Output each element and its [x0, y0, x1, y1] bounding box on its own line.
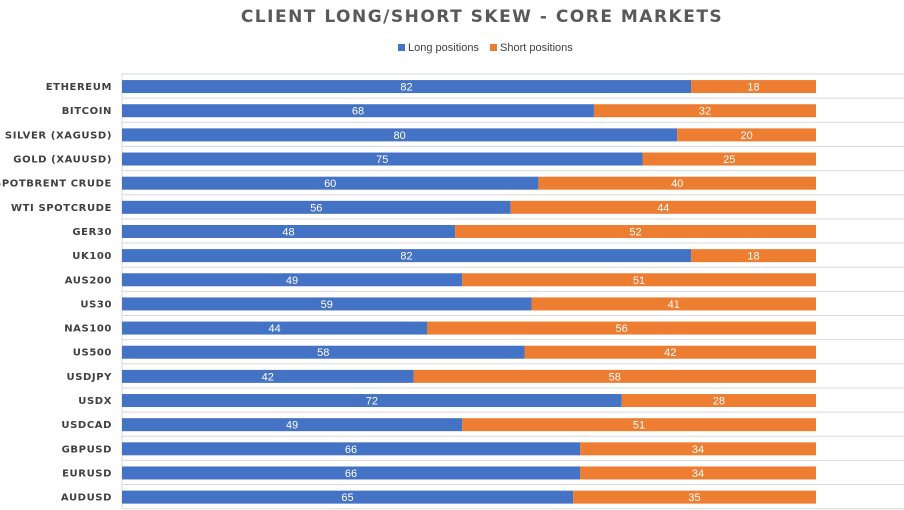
bar-long — [122, 152, 643, 166]
category-label: EURUSD — [62, 468, 112, 479]
data-label: 20 — [740, 130, 752, 142]
data-label: 51 — [633, 420, 645, 432]
bar-long — [122, 466, 581, 480]
bar-short — [691, 80, 816, 94]
data-label: 56 — [310, 202, 322, 214]
data-label: 52 — [629, 226, 641, 238]
category-label: SILVER (XAGUSD) — [5, 130, 112, 141]
data-label: 58 — [317, 347, 329, 359]
bar-short — [642, 152, 816, 166]
data-label: 82 — [400, 251, 412, 263]
legend: Long positions Short positions — [398, 42, 573, 54]
bar-short — [573, 490, 816, 504]
bar-short — [580, 466, 816, 480]
category-label: AUDUSD — [61, 493, 112, 504]
data-label: 42 — [262, 371, 274, 383]
bar-short — [538, 176, 816, 190]
data-label: 82 — [400, 82, 412, 94]
data-label: 80 — [393, 130, 405, 142]
data-label: 75 — [376, 154, 388, 166]
bar-long — [122, 345, 525, 359]
plot-area: ETHEREUM 82 18 BITCOIN 68 32 SILVER (XAGUSD) 80… — [0, 73, 904, 510]
bar-long — [122, 128, 678, 142]
category-label: AUS200 — [65, 275, 112, 286]
data-label: 32 — [699, 106, 711, 118]
bar-long — [122, 369, 414, 383]
category-label: UK100 — [72, 251, 112, 262]
bar-long — [122, 394, 622, 408]
bar-short — [413, 369, 816, 383]
bar-short — [462, 273, 816, 287]
bar-short — [524, 345, 816, 359]
data-label: 66 — [345, 444, 357, 456]
data-label: 68 — [352, 106, 364, 118]
data-label: 66 — [345, 468, 357, 480]
category-label: GER30 — [72, 227, 112, 238]
legend-swatch-long — [398, 44, 405, 51]
bar-short — [691, 249, 816, 263]
bar-short — [455, 224, 816, 238]
bar-short — [677, 128, 816, 142]
bar-long — [122, 104, 594, 118]
bar-short — [621, 394, 816, 408]
bar-short — [580, 442, 816, 456]
data-label: 44 — [657, 202, 669, 214]
data-label: 18 — [747, 82, 759, 94]
category-label: GBPUSD — [62, 444, 112, 455]
data-label: 49 — [286, 275, 298, 287]
bar-long — [122, 418, 463, 432]
category-label: ETHEREUM — [46, 82, 112, 93]
legend-label-short: Short positions — [500, 42, 573, 54]
data-label: 60 — [324, 178, 336, 190]
data-label: 48 — [282, 226, 294, 238]
data-label: 59 — [321, 299, 333, 311]
bar-short — [427, 321, 816, 335]
bar-long — [122, 321, 428, 335]
bar-long — [122, 297, 532, 311]
bar-short — [531, 297, 816, 311]
bar-long — [122, 442, 581, 456]
data-label: 65 — [341, 492, 353, 504]
data-label: 18 — [747, 251, 759, 263]
data-label: 34 — [692, 468, 704, 480]
data-label: 49 — [286, 420, 298, 432]
data-label: 56 — [616, 323, 628, 335]
category-label: WTI SPOTCRUDE — [11, 203, 112, 214]
category-label: GOLD (XAUUSD) — [13, 155, 112, 166]
bar-short — [510, 200, 816, 214]
data-label: 35 — [688, 492, 700, 504]
category-label: USDJPY — [66, 372, 112, 383]
category-label: US30 — [80, 299, 112, 310]
data-label: 51 — [633, 275, 645, 287]
legend-swatch-short — [490, 44, 497, 51]
bar-long — [122, 273, 463, 287]
bar-short — [593, 104, 816, 118]
bar-long — [122, 200, 511, 214]
data-label: 40 — [671, 178, 683, 190]
bar-long — [122, 176, 539, 190]
data-label: 41 — [668, 299, 680, 311]
bar-long — [122, 224, 456, 238]
category-label: BITCOIN — [62, 106, 112, 117]
bar-long — [122, 490, 574, 504]
category-label: USDX — [78, 396, 112, 407]
category-label: SPOTBRENT CRUDE — [0, 179, 112, 190]
bar-short — [462, 418, 816, 432]
category-label: USDCAD — [61, 420, 112, 431]
data-label: 34 — [692, 444, 704, 456]
data-label: 28 — [713, 396, 725, 408]
chart-title: CLIENT LONG/SHORT SKEW - CORE MARKETS — [241, 7, 723, 27]
data-label: 25 — [723, 154, 735, 166]
data-label: 44 — [269, 323, 281, 335]
data-label: 42 — [664, 347, 676, 359]
data-label: 58 — [609, 371, 621, 383]
legend-label-long: Long positions — [408, 42, 479, 54]
category-label: NAS100 — [64, 324, 112, 335]
category-label: US500 — [73, 348, 112, 359]
bar-long — [122, 249, 692, 263]
data-label: 72 — [366, 396, 378, 408]
bar-long — [122, 80, 692, 94]
